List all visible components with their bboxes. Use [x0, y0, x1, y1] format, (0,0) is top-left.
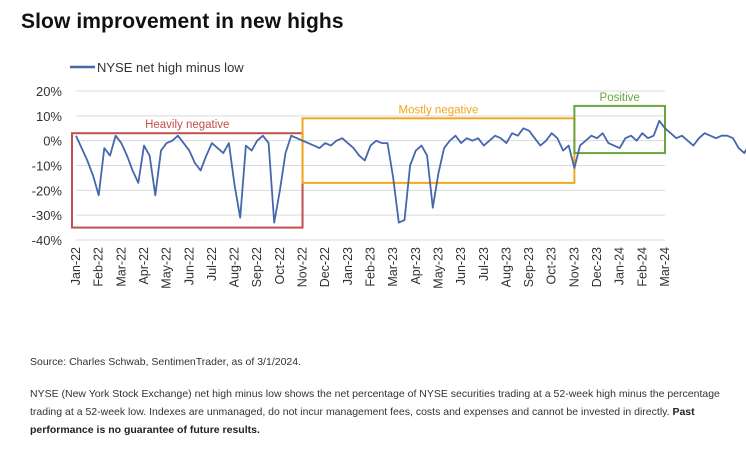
x-tick-label: Sep-22 [250, 247, 264, 287]
x-tick-label: Jun-23 [454, 247, 468, 285]
y-tick-label: 10% [36, 109, 62, 124]
chart-area: 20% 10% 0% -10% -20% -30% -40% Jan-22 Feb-22 Mar… [32, 60, 746, 289]
x-tick-label: Dec-22 [318, 247, 332, 287]
x-tick-label: Oct-22 [273, 247, 287, 285]
x-tick-label: Jun-22 [182, 247, 196, 285]
x-tick-label: Aug-23 [499, 247, 513, 287]
series-line [75, 119, 746, 224]
description-note: NYSE (New York Stock Exchange) net high … [30, 385, 735, 439]
y-tick-label: -40% [32, 233, 63, 248]
y-tick-label: -10% [32, 159, 63, 174]
source-note: Source: Charles Schwab, SentimenTrader, … [30, 356, 302, 368]
x-tick-label: Feb-23 [364, 247, 378, 287]
chart-title: Slow improvement in new highs [21, 10, 344, 33]
annotation-label: Positive [600, 92, 640, 104]
x-tick-label: Dec-23 [590, 247, 604, 287]
description-text: NYSE (New York Stock Exchange) net high … [30, 388, 720, 418]
x-tick-label: Mar-24 [658, 247, 672, 287]
y-tick-label: 20% [36, 84, 62, 99]
x-tick-label: Apr-22 [137, 247, 151, 285]
annotation-label: Heavily negative [145, 119, 229, 131]
y-tick-label: 0% [43, 134, 62, 149]
x-tick-label: Nov-22 [296, 247, 310, 287]
y-tick-label: -20% [32, 183, 63, 198]
x-tick-label: May-23 [431, 247, 445, 289]
x-tick-label: Jul-22 [205, 247, 219, 281]
annotation-box [573, 104, 667, 155]
x-tick-label: Oct-23 [545, 247, 559, 285]
y-axis-tick-labels: 20% 10% 0% -10% -20% -30% -40% [32, 84, 63, 248]
x-tick-label: Aug-22 [228, 247, 242, 287]
legend: NYSE net high minus low [70, 60, 244, 75]
annotation-boxes: Heavily negative Mostly negative Positive [71, 92, 667, 229]
legend-label: NYSE net high minus low [97, 60, 244, 75]
x-axis-tick-labels: Jan-22 Feb-22 Mar-22 Apr-22 May-22 Jun-22 Jul-… [69, 247, 672, 289]
x-tick-label: Jan-22 [69, 247, 83, 285]
x-tick-label: Jan-23 [341, 247, 355, 285]
x-tick-label: May-22 [160, 247, 174, 289]
x-tick-label: Jul-23 [477, 247, 491, 281]
disclaimer-text: Past performance is no guarantee of futu… [30, 406, 695, 436]
x-tick-label: Mar-23 [386, 247, 400, 287]
x-tick-label: Jan-24 [613, 247, 627, 285]
annotation-label: Mostly negative [399, 104, 479, 116]
x-tick-label: Feb-22 [92, 247, 106, 287]
y-tick-label: -30% [32, 208, 63, 223]
series-lines [75, 119, 746, 224]
x-tick-label: Sep-23 [522, 247, 536, 287]
x-tick-label: Mar-22 [114, 247, 128, 287]
x-tick-label: Feb-24 [635, 247, 649, 287]
x-tick-label: Nov-23 [567, 247, 581, 287]
x-tick-label: Apr-23 [409, 247, 423, 285]
gridlines [76, 90, 665, 241]
